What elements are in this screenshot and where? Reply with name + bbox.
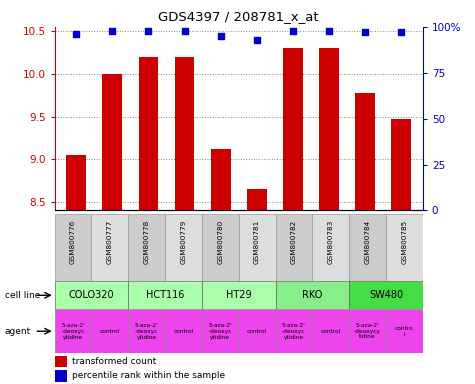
Point	[181, 28, 189, 34]
Text: percentile rank within the sample: percentile rank within the sample	[72, 371, 225, 380]
Text: control: control	[100, 329, 120, 334]
Title: GDS4397 / 208781_x_at: GDS4397 / 208781_x_at	[158, 10, 319, 23]
Bar	[391, 119, 411, 210]
Text: RKO: RKO	[302, 290, 323, 300]
Bar	[202, 309, 238, 353]
Bar	[91, 309, 128, 353]
Text: GSM800785: GSM800785	[401, 220, 408, 264]
Bar	[238, 214, 276, 281]
Text: 5-aza-2'
-deoxyc
ytidine: 5-aza-2' -deoxyc ytidine	[282, 323, 306, 339]
Text: transformed count: transformed count	[72, 357, 156, 366]
Bar	[128, 309, 165, 353]
Text: GSM800781: GSM800781	[254, 220, 260, 264]
Bar	[238, 309, 276, 353]
Bar	[313, 214, 349, 281]
Bar	[165, 214, 202, 281]
Bar	[128, 281, 202, 309]
Bar	[128, 214, 165, 281]
Text: GSM800784: GSM800784	[364, 220, 370, 264]
Bar	[66, 155, 86, 210]
Bar	[276, 309, 313, 353]
Text: contro
l: contro l	[395, 326, 414, 337]
Text: 5-aza-2'
-deoxyc
ytidine: 5-aza-2' -deoxyc ytidine	[135, 323, 159, 339]
Text: control: control	[173, 329, 194, 334]
Text: HCT116: HCT116	[146, 290, 184, 300]
Bar	[55, 356, 67, 367]
Point	[73, 31, 80, 37]
Text: GSM800776: GSM800776	[70, 220, 76, 264]
Point	[217, 33, 225, 39]
Text: cell line: cell line	[5, 291, 40, 300]
Bar	[313, 309, 349, 353]
Point	[145, 28, 152, 34]
Text: 5-aza-2'
-deoxyc
ytidine: 5-aza-2' -deoxyc ytidine	[209, 323, 232, 339]
Text: 5-aza-2'
-deoxycy
tidine: 5-aza-2' -deoxycy tidine	[354, 323, 381, 339]
Text: GSM800779: GSM800779	[180, 220, 187, 264]
Bar	[91, 214, 128, 281]
Bar	[175, 57, 194, 210]
Bar	[55, 309, 91, 353]
Text: GSM800777: GSM800777	[107, 220, 113, 264]
Point	[289, 28, 296, 34]
Bar	[283, 48, 303, 210]
Bar	[276, 281, 349, 309]
Bar	[319, 48, 339, 210]
Bar	[386, 214, 423, 281]
Text: agent: agent	[5, 327, 31, 336]
Bar	[55, 370, 67, 382]
Text: COLO320: COLO320	[68, 290, 114, 300]
Bar	[386, 309, 423, 353]
Bar	[202, 214, 238, 281]
Bar	[202, 281, 276, 309]
Text: GSM800778: GSM800778	[143, 220, 150, 264]
Bar	[211, 149, 230, 210]
Text: GSM800780: GSM800780	[217, 220, 223, 264]
Bar	[349, 309, 386, 353]
Bar	[355, 93, 375, 210]
Text: 5-aza-2'
-deoxyc
ytidine: 5-aza-2' -deoxyc ytidine	[61, 323, 85, 339]
Bar	[55, 214, 91, 281]
Bar	[349, 281, 423, 309]
Bar	[103, 74, 122, 210]
Point	[361, 29, 369, 35]
Point	[253, 36, 260, 43]
Text: HT29: HT29	[226, 290, 251, 300]
Bar	[165, 309, 202, 353]
Text: GSM800783: GSM800783	[328, 220, 334, 264]
Point	[325, 28, 332, 34]
Bar	[349, 214, 386, 281]
Text: SW480: SW480	[369, 290, 403, 300]
Bar	[247, 189, 266, 210]
Bar	[55, 281, 128, 309]
Point	[397, 29, 405, 35]
Text: control: control	[321, 329, 341, 334]
Text: GSM800782: GSM800782	[291, 220, 297, 264]
Text: control: control	[247, 329, 267, 334]
Bar	[139, 57, 158, 210]
Bar	[276, 214, 313, 281]
Point	[109, 28, 116, 34]
